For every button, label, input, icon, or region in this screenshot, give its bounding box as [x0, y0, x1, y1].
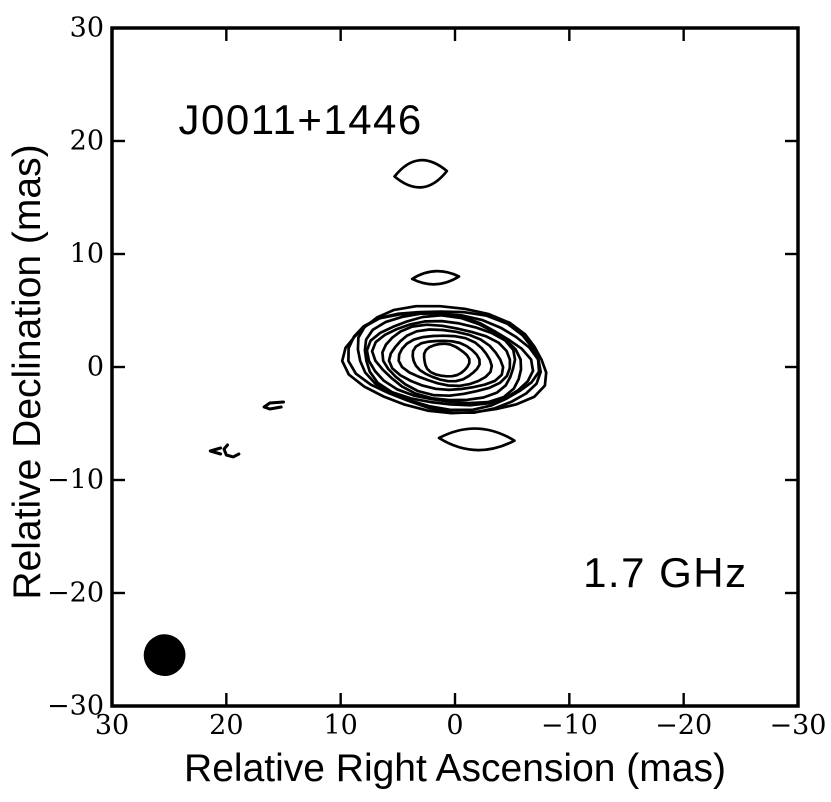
- core-contour-ring: [397, 334, 494, 388]
- y-tick-label: 20: [69, 125, 104, 157]
- y-tick-label: −10: [47, 464, 104, 496]
- jet-knot-mid-contour: [410, 269, 461, 286]
- x-tick-label: 0: [446, 710, 464, 741]
- y-tick-label: −30: [47, 690, 104, 722]
- noise-mark-2: [222, 443, 241, 459]
- x-tick-label: 20: [209, 710, 244, 741]
- core-contour-ring: [422, 342, 471, 378]
- core-contour-ring: [387, 328, 505, 392]
- frequency-label: 1.7 GHz: [583, 548, 748, 596]
- restoring-beam-ellipse: [143, 634, 186, 676]
- y-tick-label: 30: [69, 12, 104, 44]
- x-tick-label: 10: [323, 710, 358, 741]
- core-contour-ring: [356, 312, 541, 412]
- core-contour-ring: [411, 339, 481, 383]
- y-tick-label: 0: [86, 351, 104, 383]
- noise-mark-3: [208, 446, 223, 456]
- source-name-label: J0011+1446: [178, 95, 423, 143]
- x-tick-label: −30: [769, 710, 827, 741]
- x-tick-label: 30: [94, 710, 130, 741]
- axes-frame: [110, 26, 800, 708]
- core-contour-ring: [363, 311, 535, 407]
- core-contour-ring: [381, 323, 512, 398]
- x-tick-label: −20: [655, 710, 713, 741]
- x-tick-label: −10: [540, 710, 598, 741]
- noise-mark-1: [262, 400, 285, 411]
- feature-south-contour: [437, 427, 516, 452]
- core-contour-ring: [340, 304, 548, 415]
- jet-knot-north-contour: [393, 158, 449, 189]
- x-axis-title: Relative Right Ascension (mas): [184, 747, 726, 790]
- core-contour-ring: [365, 313, 523, 405]
- core-contour-ring: [370, 319, 517, 402]
- y-tick-label: 10: [69, 238, 104, 270]
- y-tick-label: −20: [47, 577, 104, 609]
